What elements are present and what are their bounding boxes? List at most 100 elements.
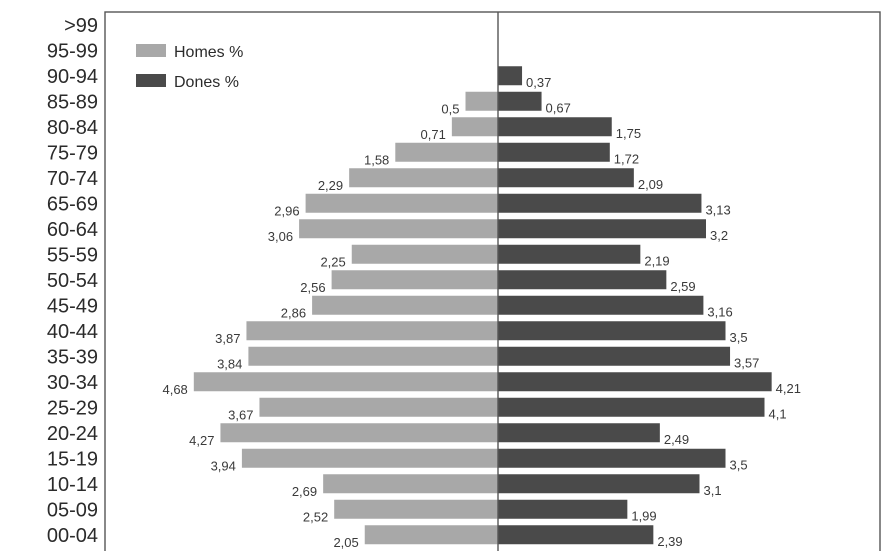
age-label: 95-99	[47, 40, 98, 62]
value-label-homes: 4,68	[162, 382, 187, 397]
bar-homes	[246, 321, 498, 340]
age-label: 25-29	[47, 397, 98, 419]
bar-dones	[498, 143, 610, 162]
age-label: 40-44	[47, 321, 98, 343]
bar-homes	[248, 347, 498, 366]
bar-dones	[498, 321, 726, 340]
value-label-dones: 2,39	[657, 534, 682, 549]
value-label-homes: 0,5	[441, 101, 459, 116]
bar-dones	[498, 66, 522, 85]
bar-dones	[498, 525, 653, 544]
value-label-homes: 2,25	[320, 254, 345, 269]
legend-swatch-dones	[136, 74, 166, 87]
age-label: 15-19	[47, 448, 98, 470]
age-label: 30-34	[47, 372, 98, 394]
value-label-dones: 3,5	[730, 457, 748, 472]
age-label: 60-64	[47, 219, 98, 241]
value-label-homes: 2,69	[292, 484, 317, 499]
bar-homes	[306, 194, 498, 213]
bar-homes	[259, 398, 498, 417]
age-label: >99	[64, 15, 98, 37]
age-label: 85-89	[47, 91, 98, 113]
value-label-dones: 3,1	[704, 483, 722, 498]
bar-dones	[498, 270, 666, 289]
age-label: 65-69	[47, 193, 98, 215]
bar-homes	[466, 92, 499, 111]
bar-dones	[498, 474, 700, 493]
value-label-dones: 0,67	[546, 100, 571, 115]
age-label: 50-54	[47, 270, 98, 292]
bar-dones	[498, 449, 726, 468]
value-label-dones: 3,2	[710, 228, 728, 243]
bar-homes	[220, 423, 498, 442]
value-label-homes: 2,29	[318, 178, 343, 193]
age-label: 05-09	[47, 499, 98, 521]
age-label: 35-39	[47, 346, 98, 368]
legend-label-homes: Homes %	[174, 44, 243, 61]
age-axis-labels: >99 95-99 90-94 85-89 80-84 75-79 70-74 65-69 60…	[47, 15, 98, 547]
bar-dones	[498, 423, 660, 442]
value-label-homes: 2,96	[274, 203, 299, 218]
value-label-dones: 3,57	[734, 355, 759, 370]
bar-homes	[312, 296, 498, 315]
bar-homes	[194, 372, 498, 391]
value-label-dones: 3,16	[707, 304, 732, 319]
bar-dones	[498, 347, 730, 366]
age-label: 20-24	[47, 423, 98, 445]
value-label-dones: 0,37	[526, 75, 551, 90]
bar-homes	[334, 500, 498, 519]
age-label: 75-79	[47, 142, 98, 164]
bar-homes	[365, 525, 498, 544]
legend: Homes % Dones %	[136, 44, 243, 91]
value-label-dones: 3,5	[730, 330, 748, 345]
bar-dones	[498, 372, 772, 391]
bar-dones	[498, 245, 640, 264]
age-label: 55-59	[47, 244, 98, 266]
bar-homes	[352, 245, 498, 264]
bar-homes	[323, 474, 498, 493]
bar-dones	[498, 398, 765, 417]
value-label-homes: 3,87	[215, 331, 240, 346]
bar-homes	[452, 117, 498, 136]
value-label-homes: 2,52	[303, 509, 328, 524]
age-label: 45-49	[47, 295, 98, 317]
legend-label-dones: Dones %	[174, 74, 239, 91]
value-label-dones: 1,75	[616, 126, 641, 141]
value-label-dones: 2,49	[664, 432, 689, 447]
bar-homes	[332, 270, 498, 289]
age-label: 10-14	[47, 474, 98, 496]
value-label-dones: 4,21	[776, 381, 801, 396]
value-label-dones: 2,19	[644, 253, 669, 268]
value-label-homes: 3,67	[228, 407, 253, 422]
value-label-homes: 3,94	[211, 458, 236, 473]
value-label-homes: 3,06	[268, 229, 293, 244]
bar-homes	[349, 168, 498, 187]
bar-dones	[498, 500, 627, 519]
legend-swatch-homes	[136, 44, 166, 57]
age-label: 90-94	[47, 66, 98, 88]
bar-dones	[498, 117, 612, 136]
value-label-dones: 2,59	[670, 279, 695, 294]
value-label-homes: 1,58	[364, 152, 389, 167]
value-label-dones: 4,1	[769, 406, 787, 421]
age-label: 70-74	[47, 168, 98, 190]
age-label: 00-04	[47, 525, 98, 547]
bar-dones	[498, 92, 542, 111]
value-label-homes: 2,05	[333, 535, 358, 550]
value-label-dones: 1,72	[614, 151, 639, 166]
bar-homes	[242, 449, 498, 468]
bar-dones	[498, 194, 701, 213]
value-label-dones: 1,99	[631, 508, 656, 523]
bar-homes	[395, 143, 498, 162]
value-label-homes: 4,27	[189, 433, 214, 448]
bar-dones	[498, 219, 706, 238]
bar-dones	[498, 168, 634, 187]
value-label-homes: 3,84	[217, 356, 242, 371]
value-label-homes: 0,71	[421, 127, 446, 142]
value-label-homes: 2,86	[281, 305, 306, 320]
value-label-dones: 3,13	[705, 202, 730, 217]
bar-homes	[299, 219, 498, 238]
value-label-homes: 2,56	[300, 280, 325, 295]
